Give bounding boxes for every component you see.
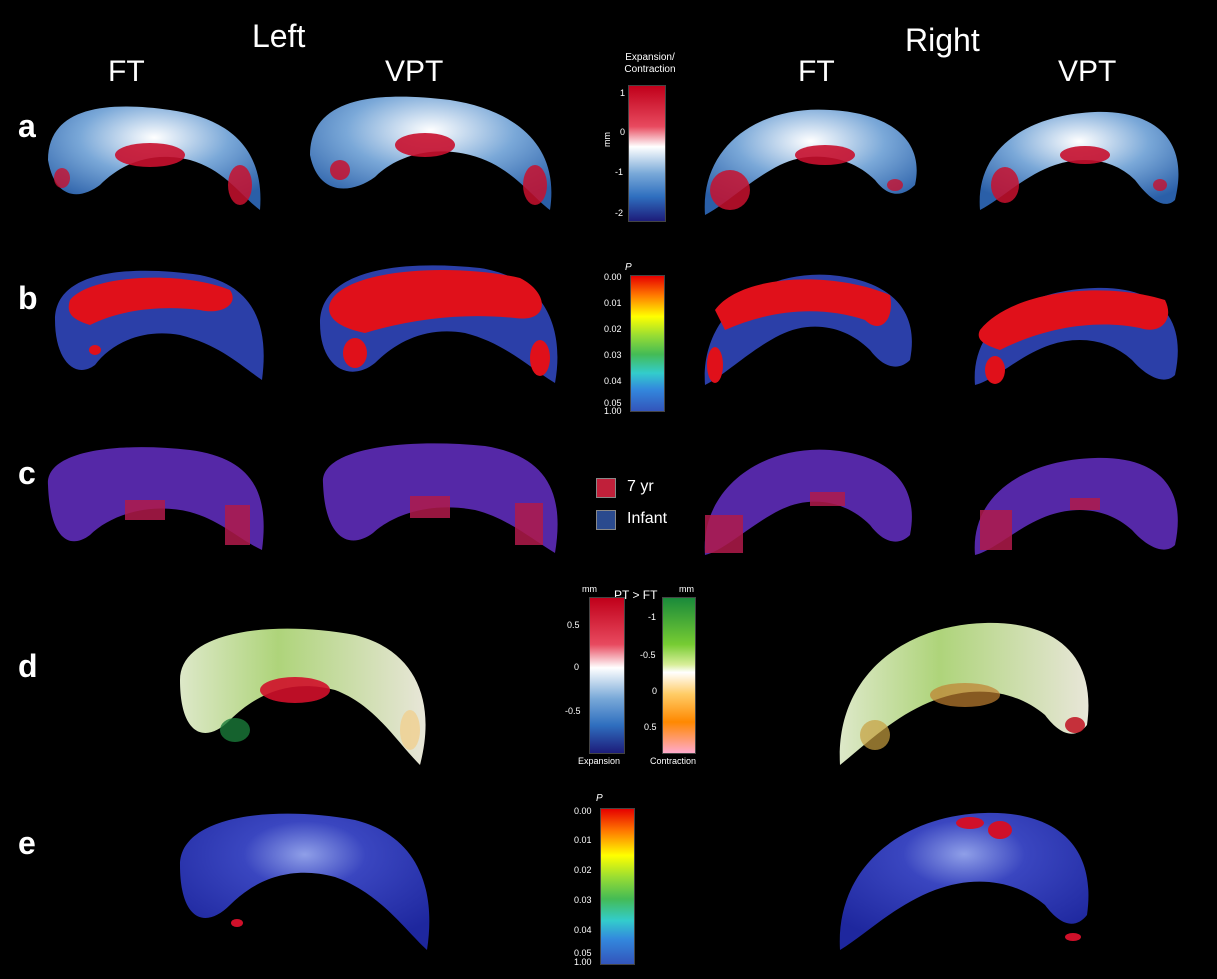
row-a-right-vpt-surface (979, 111, 1179, 210)
row-a-left-ft-surface (48, 106, 261, 210)
row-b-left-ft-surface (55, 270, 264, 380)
row-c-right-vpt-surface (974, 457, 1178, 555)
colorbar-b-title: P (625, 262, 632, 273)
column-label-left-ft: FT (108, 55, 145, 88)
colorbar-d-left-tick: 0 (574, 662, 580, 672)
colorbar-d-right-tick: -0.5 (640, 650, 656, 660)
row-label-d: d (18, 648, 38, 684)
colorbar-b-tick: 0.03 (604, 350, 622, 360)
colorbar-e-tick: 1.00 (574, 957, 592, 967)
row-e-left-surface (180, 813, 430, 950)
colorbar-a (628, 85, 666, 222)
legend-infant-label: Infant (627, 510, 668, 527)
colorbar-d-right-tick: 0 (652, 686, 658, 696)
colorbar-b-tick: 0.00 (604, 272, 622, 282)
colorbar-a-unit: mm (602, 132, 612, 147)
row-b-left-vpt-surface (320, 265, 558, 383)
row-a-right-ft-surface (704, 109, 917, 215)
row-c-left-vpt-surface (322, 443, 558, 553)
column-label-right-ft: FT (798, 55, 835, 88)
legend-7yr-label: 7 yr (627, 478, 654, 495)
row-c-left-ft-surface (47, 447, 264, 550)
row-label-a: a (18, 108, 36, 144)
colorbar-b-tick: 0.01 (604, 298, 622, 308)
row-label-b: b (18, 280, 38, 316)
column-label-left-vpt: VPT (385, 55, 444, 88)
row-d-right-surface (839, 622, 1089, 765)
row-a-left-vpt-surface (310, 96, 552, 210)
colorbar-e-tick: 0.01 (574, 835, 592, 845)
row-e-right-surface (839, 812, 1089, 950)
legend-infant-swatch (596, 510, 616, 530)
row-b-right-ft-surface (704, 274, 912, 385)
legend-7yr-swatch (596, 478, 616, 498)
row-b-right-vpt-surface (974, 287, 1178, 385)
colorbar-a-tick: 0 (620, 127, 626, 137)
colorbar-b (630, 275, 665, 412)
colorbar-d-expansion (589, 597, 625, 754)
colorbar-d-left-label: Expansion (578, 756, 621, 766)
colorbar-d-right-tick: 0.5 (644, 722, 657, 732)
row-label-c: c (18, 455, 36, 491)
colorbar-d-left-tick: 0.5 (567, 620, 580, 630)
colorbar-a-tick: -2 (615, 208, 624, 218)
colorbar-e-tick: 0.04 (574, 925, 592, 935)
colorbar-e-tick: 0.03 (574, 895, 592, 905)
colorbar-b-tick: 0.04 (604, 376, 622, 386)
colorbar-d-contraction (662, 597, 696, 754)
row-label-e: e (18, 825, 36, 861)
colorbar-d-right-label: Contraction (650, 756, 697, 766)
colorbar-b-tick: 1.00 (604, 406, 622, 416)
row-c-right-ft-surface (704, 449, 912, 555)
colorbar-d-right-unit: mm (679, 584, 694, 594)
colorbar-b-tick: 0.05 (604, 398, 622, 408)
right-header: Right (905, 22, 980, 58)
colorbar-b-tick: 0.02 (604, 324, 622, 334)
colorbar-a-tick: 1 (620, 88, 626, 98)
column-label-right-vpt: VPT (1058, 55, 1117, 88)
colorbar-a-title: Expansion/ Contraction (624, 52, 676, 75)
colorbar-a-tick: -1 (615, 167, 624, 177)
colorbar-e (600, 808, 635, 965)
colorbar-d-left-unit: mm (582, 584, 597, 594)
colorbar-d-right-tick: -1 (648, 612, 657, 622)
colorbar-e-tick: 0.00 (574, 806, 592, 816)
colorbar-d-left-tick: -0.5 (565, 706, 581, 716)
colorbar-e-tick: 0.02 (574, 865, 592, 875)
colorbar-e-title: P (596, 793, 603, 804)
left-header: Left (252, 18, 306, 54)
colorbar-e-tick: 0.05 (574, 948, 592, 958)
row-d-left-surface (180, 628, 426, 765)
